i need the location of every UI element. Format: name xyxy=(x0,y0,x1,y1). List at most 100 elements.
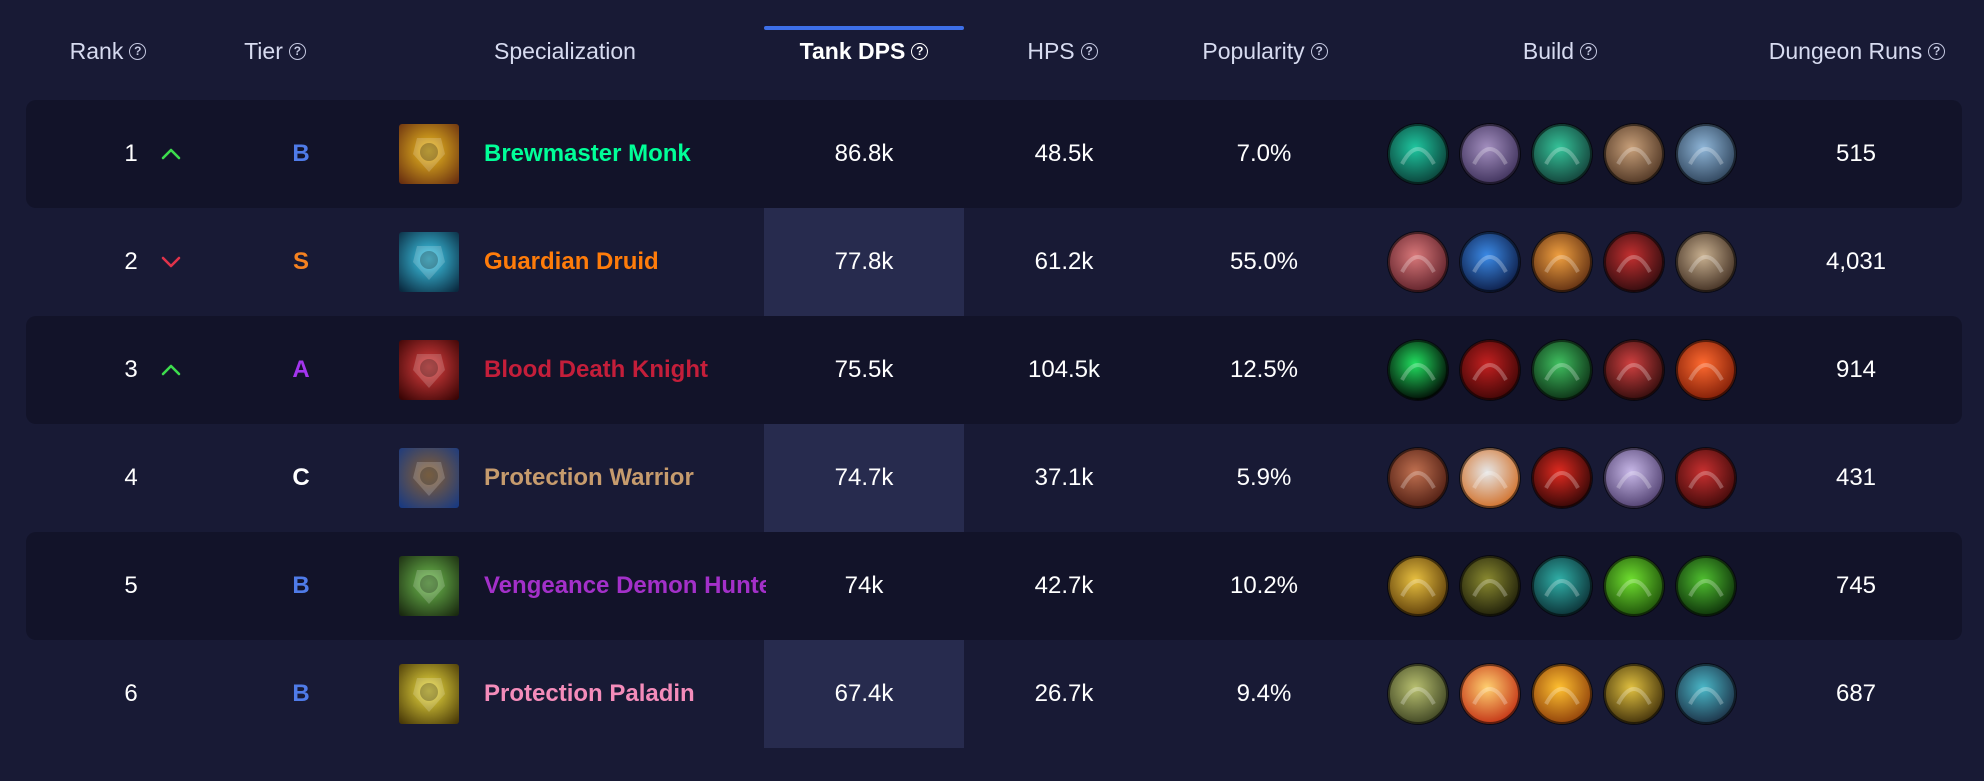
hps-value: 37.1k xyxy=(1034,464,1094,491)
spec-name-link[interactable]: Protection Paladin xyxy=(484,680,695,707)
vengeance-demon-hunter-icon[interactable] xyxy=(399,556,459,616)
column-header-runs[interactable]: Dungeon Runs? xyxy=(1752,26,1962,76)
help-circle-icon[interactable]: ? xyxy=(1580,42,1598,60)
help-circle-icon[interactable]: ? xyxy=(1080,42,1098,60)
spec-name-link[interactable]: Protection Warrior xyxy=(484,464,694,491)
table-row[interactable]: 2 S Guardian Druid 77.8k 61.2k 55.0% 4,031 xyxy=(26,208,1962,316)
blood-death-knight-icon[interactable] xyxy=(399,340,459,400)
column-header-hps[interactable]: HPS? xyxy=(1000,26,1125,76)
build-talents xyxy=(1388,640,1748,748)
tier-badge: A xyxy=(292,356,310,383)
table-row[interactable]: 4 C Protection Warrior 74.7k 37.1k 5.9% 431 xyxy=(26,424,1962,532)
tier-badge: B xyxy=(292,680,310,707)
table-row[interactable]: 3 A Blood Death Knight 75.5k 104.5k 12.5% 91… xyxy=(26,316,1962,424)
red-claw-talent-icon[interactable] xyxy=(1388,232,1448,292)
red-beast-talent-icon[interactable] xyxy=(1604,232,1664,292)
bronze-shield-talent-icon[interactable] xyxy=(1604,124,1664,184)
dungeon-runs-value: 4,031 xyxy=(1825,248,1887,275)
spec-name-link[interactable]: Guardian Druid xyxy=(484,248,659,275)
table-row[interactable]: 1 B Brewmaster Monk 86.8k 48.5k 7.0% 515 xyxy=(26,100,1962,208)
help-circle-icon[interactable]: ? xyxy=(288,42,306,60)
help-circle-icon[interactable]: ? xyxy=(1928,42,1946,60)
rank-value: 5 xyxy=(124,572,138,599)
column-header-label: Tier xyxy=(244,37,283,64)
trend-up-icon xyxy=(146,316,196,424)
spec-name-link[interactable]: Brewmaster Monk xyxy=(484,140,691,167)
help-circle-icon[interactable]: ? xyxy=(1310,42,1328,60)
tank-dps-value: 75.5k xyxy=(834,356,894,383)
dungeon-runs-value: 914 xyxy=(1835,356,1877,383)
popularity-value: 7.0% xyxy=(1236,140,1292,167)
column-header-label: HPS xyxy=(1027,37,1075,64)
purple-mystic-talent-icon[interactable] xyxy=(1460,124,1520,184)
red-slash-talent-icon[interactable] xyxy=(1532,448,1592,508)
column-header-dps[interactable]: Tank DPS? xyxy=(764,26,964,76)
column-header-rank[interactable]: Rank? xyxy=(58,26,158,76)
blue-arcane-talent-icon[interactable] xyxy=(1460,232,1520,292)
hps-value: 48.5k xyxy=(1034,140,1094,167)
guardian-druid-icon[interactable] xyxy=(399,232,459,292)
protection-warrior-icon[interactable] xyxy=(399,448,459,508)
brown-paw-talent-icon[interactable] xyxy=(1676,232,1736,292)
column-header-tier[interactable]: Tier? xyxy=(225,26,325,76)
popularity-value: 5.9% xyxy=(1236,464,1292,491)
build-talents xyxy=(1388,208,1748,316)
popularity-value: 55.0% xyxy=(1229,248,1299,275)
column-header-spec[interactable]: Specialization xyxy=(440,26,690,76)
column-header-pop[interactable]: Popularity? xyxy=(1165,26,1365,76)
table-row[interactable]: 5 B Vengeance Demon Hunter 74k 42.7k 10.2% 7… xyxy=(26,532,1962,640)
brewmaster-monk-icon[interactable] xyxy=(399,124,459,184)
holy-pillar-talent-icon[interactable] xyxy=(1460,664,1520,724)
blue-storm-talent-icon[interactable] xyxy=(1676,124,1736,184)
build-talents xyxy=(1388,316,1748,424)
golden-glaive-talent-icon[interactable] xyxy=(1388,556,1448,616)
column-header-label: Popularity xyxy=(1202,37,1305,64)
orange-flame-talent-icon[interactable] xyxy=(1676,340,1736,400)
trend-up-icon xyxy=(146,100,196,208)
tank-dps-value: 77.8k xyxy=(834,248,894,275)
green-portal-talent-icon[interactable] xyxy=(1388,340,1448,400)
help-circle-icon[interactable]: ? xyxy=(129,42,147,60)
hps-value: 104.5k xyxy=(1027,356,1101,383)
spec-name-link[interactable]: Blood Death Knight xyxy=(484,356,708,383)
fel-demon-talent-icon[interactable] xyxy=(1676,556,1736,616)
red-armor-talent-icon[interactable] xyxy=(1604,340,1664,400)
tank-dps-value: 86.8k xyxy=(834,140,894,167)
teal-swirl-talent-icon[interactable] xyxy=(1388,124,1448,184)
golden-light-talent-icon[interactable] xyxy=(1532,664,1592,724)
green-monk-talent-icon[interactable] xyxy=(1532,124,1592,184)
teal-spirit-talent-icon[interactable] xyxy=(1532,556,1592,616)
build-talents xyxy=(1388,424,1748,532)
hps-value: 61.2k xyxy=(1034,248,1094,275)
spec-name-link[interactable]: Vengeance Demon Hunter xyxy=(484,572,766,599)
green-skull-talent-icon[interactable] xyxy=(1532,340,1592,400)
column-header-label: Rank xyxy=(69,37,124,64)
gold-helm-talent-icon[interactable] xyxy=(1604,664,1664,724)
help-circle-icon[interactable]: ? xyxy=(911,42,929,60)
crimson-blood-talent-icon[interactable] xyxy=(1460,340,1520,400)
trend-down-icon xyxy=(146,208,196,316)
sort-indicator xyxy=(764,26,964,30)
popularity-value: 12.5% xyxy=(1229,356,1299,383)
blue-wheel-talent-icon[interactable] xyxy=(1676,664,1736,724)
tier-badge: B xyxy=(292,140,310,167)
fire-bear-talent-icon[interactable] xyxy=(1532,232,1592,292)
table-row[interactable]: 6 B Protection Paladin 67.4k 26.7k 9.4% 687 xyxy=(26,640,1962,748)
rank-value: 2 xyxy=(124,248,138,275)
red-demon-talent-icon[interactable] xyxy=(1676,448,1736,508)
green-fel-rune-talent-icon[interactable] xyxy=(1604,556,1664,616)
stone-guardian-talent-icon[interactable] xyxy=(1388,664,1448,724)
brown-warrior-talent-icon[interactable] xyxy=(1388,448,1448,508)
tank-dps-value: 74k xyxy=(844,572,884,599)
build-talents xyxy=(1388,100,1748,208)
tank-dps-value: 67.4k xyxy=(834,680,894,707)
column-header-build[interactable]: Build? xyxy=(1480,26,1640,76)
pale-banshee-talent-icon[interactable] xyxy=(1604,448,1664,508)
silver-shield-talent-icon[interactable] xyxy=(1460,448,1520,508)
rank-value: 4 xyxy=(124,464,138,491)
popularity-value: 9.4% xyxy=(1236,680,1292,707)
tier-badge: C xyxy=(292,464,310,491)
olive-creature-talent-icon[interactable] xyxy=(1460,556,1520,616)
protection-paladin-icon[interactable] xyxy=(399,664,459,724)
rank-value: 1 xyxy=(124,140,138,167)
